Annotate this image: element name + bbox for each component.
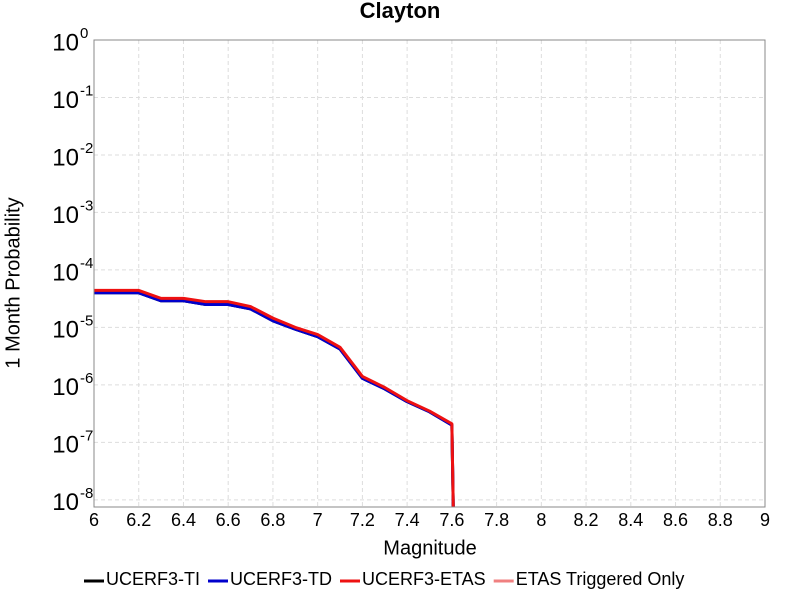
legend-label: UCERF3-TI [106,569,200,589]
x-tick-label: 8.8 [708,510,733,530]
plot-lines [94,288,455,507]
x-tick-label: 6.6 [216,510,241,530]
y-tick-exponent: -3 [80,197,93,214]
y-tick: 10 0 [52,25,88,56]
y-tick-exponent: -2 [80,140,93,157]
y-tick: 10 -3 [52,197,93,228]
y-tick-exponent: -6 [80,370,93,387]
y-tick-exponent: -8 [80,485,93,502]
x-tick-label: 8 [536,510,546,530]
legend: UCERF3-TI UCERF3-TD UCERF3-ETAS ETAS Trigge… [84,569,684,589]
x-tick-label: 6 [89,510,99,530]
y-axis-label: 1 Month Probability [2,197,24,368]
y-tick-label: 10 [52,374,79,401]
y-tick-label: 10 [52,144,79,171]
x-tick-label: 8.4 [618,510,643,530]
y-tick-label: 10 [52,87,79,114]
y-tick: 10 -1 [52,82,93,113]
y-tick: 10 -4 [52,255,93,286]
x-tick-label: 6.2 [126,510,151,530]
grid [93,39,766,507]
legend-label: UCERF3-ETAS [362,569,486,589]
y-tick-exponent: -1 [80,82,93,99]
y-tick-label: 10 [52,489,79,516]
y-tick: 10 -8 [52,485,93,516]
y-tick-label: 10 [52,317,79,344]
x-tick-label: 8.6 [663,510,688,530]
y-tick: 10 -2 [52,140,93,171]
y-tick-exponent: -4 [80,255,93,272]
legend-label: ETAS Triggered Only [516,569,685,589]
y-tick-label: 10 [52,259,79,286]
y-tick-label: 10 [52,202,79,229]
x-axis-label: Magnitude [383,537,476,559]
x-tick-label: 7.4 [395,510,420,530]
x-tick-label: 6.8 [260,510,285,530]
x-tick-label: 6.4 [171,510,196,530]
y-tick: 10 -5 [52,312,93,343]
y-tick: 10 -7 [52,427,93,458]
x-tick-label: 7.6 [439,510,464,530]
x-tick-label: 7.8 [484,510,509,530]
x-tick-label: 8.2 [574,510,599,530]
x-tick-label: 9 [760,510,770,530]
x-tick-label: 7.2 [350,510,375,530]
y-tick-exponent: -7 [80,427,93,444]
y-tick-label: 10 [52,29,79,56]
y-tick-exponent: -5 [80,312,93,329]
y-tick: 10 -6 [52,370,93,401]
chart-title: Clayton [360,0,441,23]
x-tick-label: 7 [313,510,323,530]
series-line [94,288,455,507]
y-tick-exponent: 0 [80,25,88,42]
legend-label: UCERF3-TD [230,569,332,589]
y-tick-label: 10 [52,432,79,459]
plot-frame [93,39,766,508]
